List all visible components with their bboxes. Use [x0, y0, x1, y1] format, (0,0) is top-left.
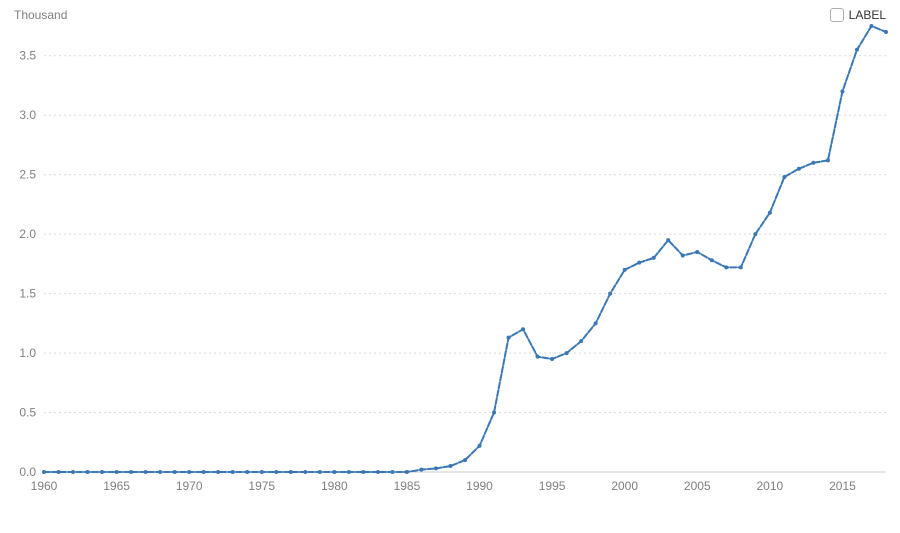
series-marker — [390, 470, 394, 474]
series-marker — [608, 292, 612, 296]
legend-checkbox[interactable] — [830, 8, 844, 22]
series-marker — [42, 470, 46, 474]
series-marker — [129, 470, 133, 474]
series-marker — [826, 158, 830, 162]
series-marker — [869, 24, 873, 28]
series-marker — [724, 265, 728, 269]
series-marker — [797, 167, 801, 171]
series-marker — [884, 30, 888, 34]
x-tick-label: 1960 — [31, 479, 58, 493]
series-marker — [318, 470, 322, 474]
y-tick-label: 0.0 — [19, 465, 36, 479]
x-tick-label: 1990 — [466, 479, 493, 493]
series-marker — [507, 336, 511, 340]
series-marker — [840, 89, 844, 93]
series-marker — [57, 470, 61, 474]
x-tick-label: 2010 — [757, 479, 784, 493]
x-tick-label: 2000 — [611, 479, 638, 493]
legend-label: LABEL — [849, 8, 886, 22]
x-tick-label: 1980 — [321, 479, 348, 493]
series-marker — [536, 355, 540, 359]
series-marker — [579, 339, 583, 343]
series-marker — [739, 265, 743, 269]
series-marker — [478, 444, 482, 448]
series-marker — [666, 238, 670, 242]
series-marker — [144, 470, 148, 474]
series-marker — [652, 256, 656, 260]
series-marker — [463, 458, 467, 462]
chart-container: Thousand LABEL 0.0 0.5 1.0 1.5 2.0 2.5 3.0 3.5 1… — [0, 0, 900, 533]
y-tick-label: 3.0 — [19, 108, 36, 122]
series-marker — [521, 327, 525, 331]
series-marker — [347, 470, 351, 474]
series-marker — [231, 470, 235, 474]
series-marker — [811, 161, 815, 165]
series-marker — [623, 268, 627, 272]
series-marker — [303, 470, 307, 474]
y-tick-label: 2.5 — [19, 168, 36, 182]
series-marker — [187, 470, 191, 474]
series-marker — [782, 175, 786, 179]
x-tick-label: 2005 — [684, 479, 711, 493]
legend[interactable]: LABEL — [830, 8, 886, 22]
series-marker — [594, 321, 598, 325]
y-tick-label: 0.5 — [19, 406, 36, 420]
series-marker — [681, 254, 685, 258]
series-marker — [855, 48, 859, 52]
series-marker — [332, 470, 336, 474]
y-axis-title: Thousand — [14, 8, 67, 22]
series-marker — [637, 261, 641, 265]
series-marker — [274, 470, 278, 474]
series-marker — [115, 470, 119, 474]
x-tick-label: 1995 — [539, 479, 566, 493]
y-tick-label: 1.5 — [19, 287, 36, 301]
series-marker — [550, 357, 554, 361]
series-marker — [565, 351, 569, 355]
y-tick-label: 3.5 — [19, 49, 36, 63]
x-tick-label: 2015 — [829, 479, 856, 493]
plot-svg: 0.00.51.01.52.02.53.03.51960196519701975… — [44, 26, 886, 496]
series-marker — [158, 470, 162, 474]
series-marker — [405, 470, 409, 474]
series-line — [44, 26, 886, 472]
series-marker — [216, 470, 220, 474]
series-marker — [202, 470, 206, 474]
x-tick-label: 1965 — [103, 479, 130, 493]
series-marker — [419, 468, 423, 472]
x-tick-label: 1985 — [394, 479, 421, 493]
series-marker — [361, 470, 365, 474]
y-tick-label: 1.0 — [19, 346, 36, 360]
series-marker — [100, 470, 104, 474]
series-marker — [86, 470, 90, 474]
y-tick-label: 2.0 — [19, 227, 36, 241]
series-marker — [695, 250, 699, 254]
plot-area: 0.00.51.01.52.02.53.03.51960196519701975… — [44, 26, 886, 496]
series-marker — [753, 232, 757, 236]
series-marker — [434, 466, 438, 470]
x-tick-label: 1975 — [248, 479, 275, 493]
series-marker — [768, 211, 772, 215]
series-marker — [289, 470, 293, 474]
series-marker — [173, 470, 177, 474]
series-marker — [376, 470, 380, 474]
series-marker — [245, 470, 249, 474]
series-marker — [448, 464, 452, 468]
series-marker — [71, 470, 75, 474]
x-tick-label: 1970 — [176, 479, 203, 493]
series-marker — [492, 411, 496, 415]
series-marker — [710, 258, 714, 262]
series-marker — [260, 470, 264, 474]
